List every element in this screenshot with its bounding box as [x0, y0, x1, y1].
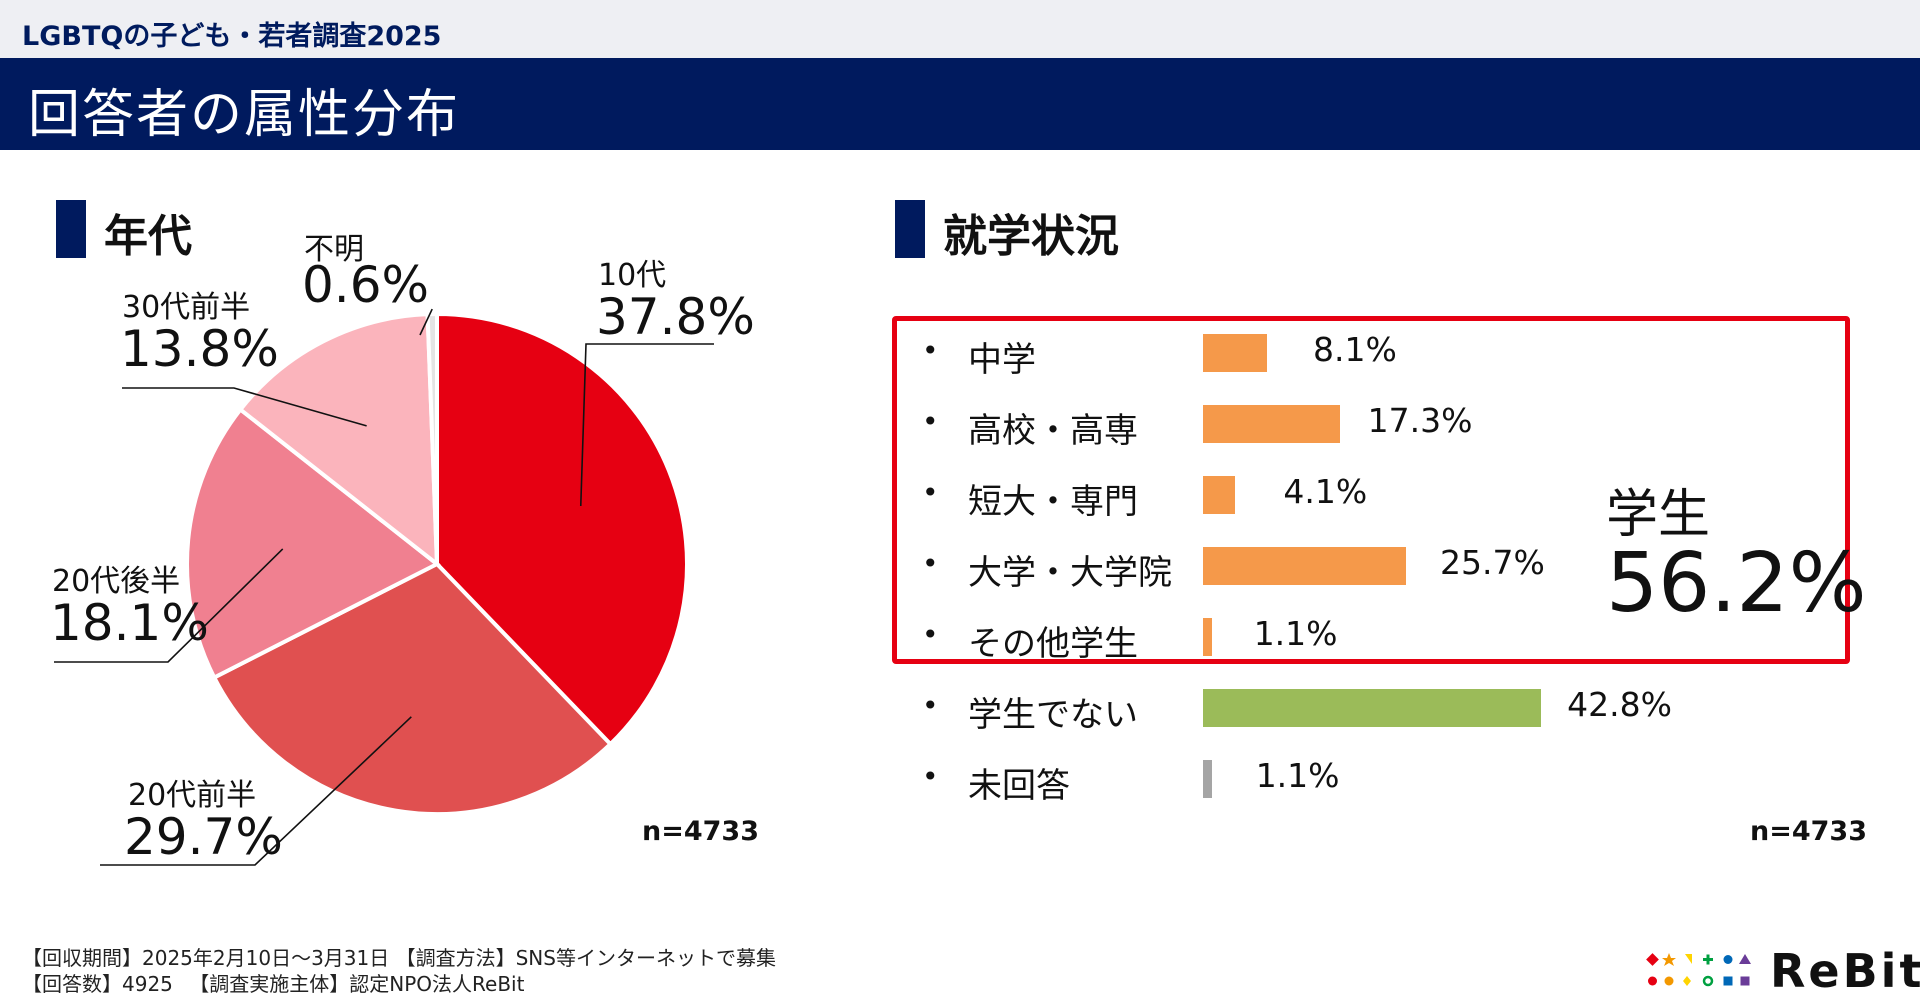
pie-category-label-3: 30代前半: [122, 290, 251, 325]
edu-bullet-1: •: [922, 405, 939, 438]
footer-period-method: 【回収期間】2025年2月10日～3月31日 【調査方法】SNS等インターネット…: [22, 946, 776, 970]
edu-bar-6: [1203, 760, 1212, 798]
pie-value-label-1: 29.7%: [124, 808, 283, 866]
pie-value-label-3: 13.8%: [120, 320, 279, 378]
edu-category-label-2: 短大・専門: [968, 482, 1138, 522]
title-bar: 回答者の属性分布: [0, 58, 1920, 150]
student-highlight-box: [892, 316, 1850, 664]
edu-bar-0: [1203, 334, 1267, 372]
edu-bullet-3: •: [922, 547, 939, 580]
edu-bullet-6: •: [922, 760, 939, 793]
pie-slice-0: [435, 311, 689, 747]
edu-value-label-1: 17.3%: [1367, 401, 1473, 440]
pie-slice-4: [425, 311, 439, 565]
edu-bar-3: [1203, 547, 1407, 585]
age-section-title: 年代: [104, 211, 192, 262]
age-section-marker: [56, 200, 86, 258]
pie-leader-line-4: [419, 308, 433, 336]
edu-bar-5: [1203, 689, 1542, 727]
education-section-marker: [895, 200, 925, 258]
footer-count-organizer: 【回答数】4925 【調査実施主体】認定NPO法人ReBit: [22, 972, 525, 996]
student-total-value: 56.2%: [1606, 536, 1867, 631]
edu-value-label-0: 8.1%: [1312, 330, 1397, 369]
pie-slice-2: [185, 406, 441, 681]
pie-category-label-4: 不明: [304, 232, 364, 267]
edu-value-label-3: 25.7%: [1440, 543, 1545, 582]
edu-bar-2: [1203, 476, 1236, 514]
pie-category-label-2: 20代後半: [52, 564, 181, 599]
edu-category-label-0: 中学: [968, 340, 1036, 380]
pie-leader-line-1: [100, 716, 412, 866]
pie-value-label-2: 18.1%: [50, 594, 209, 652]
edu-category-label-3: 大学・大学院: [968, 553, 1172, 593]
edu-category-label-5: 学生でない: [968, 695, 1138, 735]
page-title: 回答者の属性分布: [28, 85, 461, 145]
edu-category-label-1: 高校・高専: [968, 411, 1138, 451]
pie-slice-3: [237, 312, 440, 569]
pie-leader-line-3: [122, 387, 367, 427]
rebit-logo-mark: [1646, 953, 1751, 987]
pie-slice-1: [211, 561, 614, 816]
education-section-title: 就学状況: [943, 211, 1119, 262]
student-total-label: 学生: [1606, 485, 1711, 545]
age-sample-size: n=4733: [642, 816, 759, 847]
pie-leader-line-2: [54, 548, 284, 663]
edu-bullet-0: •: [922, 334, 939, 367]
survey-title: LGBTQの子ども・若者調査2025: [22, 21, 442, 52]
edu-category-label-6: 未回答: [968, 766, 1070, 806]
edu-bullet-5: •: [922, 689, 939, 722]
top-banner: LGBTQの子ども・若者調査2025: [0, 0, 1920, 58]
edu-value-label-6: 1.1%: [1255, 756, 1340, 795]
rebit-logo-text: ReBit: [1770, 944, 1920, 998]
edu-value-label-5: 42.8%: [1567, 685, 1672, 724]
edu-bullet-4: •: [922, 618, 939, 651]
edu-bar-4: [1203, 618, 1212, 656]
edu-value-label-4: 1.1%: [1253, 614, 1338, 653]
pie-value-label-4: 0.6%: [302, 256, 430, 314]
edu-bar-1: [1203, 405, 1340, 443]
edu-bullet-2: •: [922, 476, 939, 509]
pie-category-label-0: 10代: [598, 258, 667, 293]
edu-value-label-2: 4.1%: [1283, 472, 1368, 511]
edu-category-label-4: その他学生: [968, 624, 1138, 664]
education-sample-size: n=4733: [1750, 816, 1867, 847]
pie-category-label-1: 20代前半: [128, 778, 257, 813]
pie-value-label-0: 37.8%: [596, 288, 755, 346]
age-pie-chart: [54, 308, 714, 866]
pie-leader-line-0: [579, 343, 714, 507]
